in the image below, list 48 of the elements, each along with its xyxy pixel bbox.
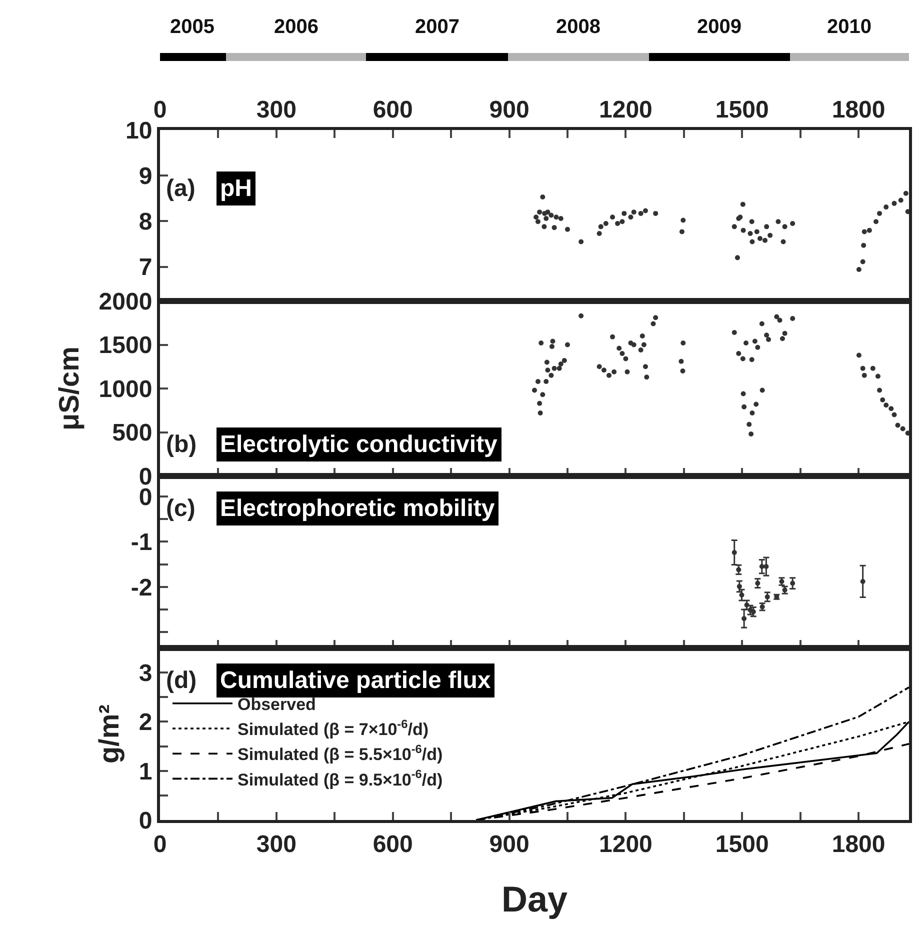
annotation: (b)	[166, 431, 197, 458]
x-tick-label: 1200	[599, 96, 652, 124]
y-tick-label: 2000	[98, 288, 152, 316]
x-tick-label: 600	[372, 830, 413, 858]
y-tick-label: 3	[138, 660, 152, 687]
annotation: (a)	[166, 175, 196, 202]
y-tick-label: 2	[138, 709, 152, 736]
y-tick-label: 8	[138, 208, 152, 236]
legend-label: Simulated (β = 7×10$^{-6}$/d)	[237, 716, 429, 740]
annotation: Cumulative particle flux	[220, 667, 492, 694]
annotation: pH	[220, 175, 252, 202]
x-tick-label: 1800	[832, 96, 886, 124]
annotation: (d)	[166, 667, 197, 694]
y-tick-label: 10	[125, 117, 152, 144]
x-tick-label: 900	[489, 96, 530, 124]
legend-label: Simulated (β = 5.5×10$^{-6}$/d)	[237, 742, 443, 764]
series-label: 2007	[415, 16, 460, 38]
y-tick-label: 9	[138, 163, 152, 190]
y-tick-label: -1	[130, 529, 152, 556]
y-tick-label: 1000	[98, 376, 152, 403]
y-tick-label: 1	[138, 758, 152, 786]
x-tick-label: 300	[256, 830, 296, 858]
y-tick-label: 7	[138, 254, 152, 282]
y-tick-label: 0	[138, 484, 152, 511]
legend-label: Observed	[237, 695, 316, 714]
legend-label: Simulated (β = 9.5×10$^{-6}$/d)	[237, 767, 443, 790]
annotation: (c)	[166, 495, 196, 522]
y-tick-label: 500	[112, 420, 152, 447]
x-tick-label: 300	[256, 96, 296, 124]
series-label: 2006	[274, 16, 318, 38]
y-tick-label: 0	[138, 807, 152, 834]
series-label: 2008	[556, 16, 600, 38]
series-label: 2010	[827, 16, 872, 38]
x-tick-label: 900	[489, 830, 530, 858]
x-tick-label: 1500	[715, 96, 769, 124]
series-label: 2005	[170, 16, 214, 38]
x-tick-label: 1200	[599, 830, 652, 858]
y-tick-label: 1500	[98, 332, 152, 360]
series-label: 2009	[697, 16, 742, 38]
x-tick-label: 600	[372, 96, 413, 124]
annotation: Electrophoretic mobility	[220, 495, 496, 522]
x-axis-title: Day	[501, 878, 568, 920]
y-tick-label: -2	[130, 574, 152, 602]
x-tick-label: 1500	[715, 830, 769, 858]
y-axis-title: g/m²	[94, 704, 125, 764]
annotation: Electrolytic conductivity	[220, 431, 498, 458]
y-axis-title: μS/cm	[54, 346, 85, 431]
x-tick-label: 1800	[832, 830, 886, 858]
